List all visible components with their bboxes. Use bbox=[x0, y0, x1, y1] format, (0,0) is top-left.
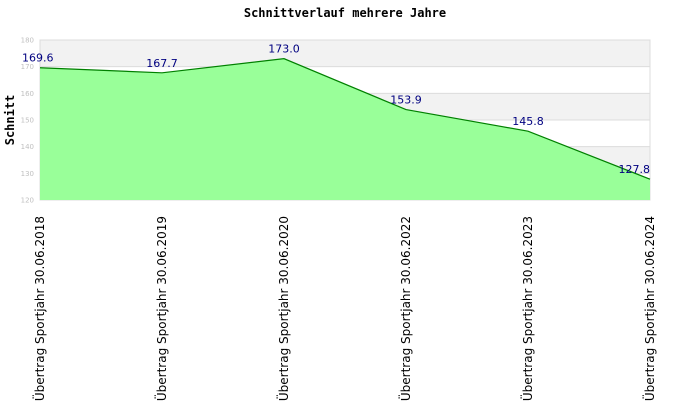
x-tick-label: Übertrag Sportjahr 30.06.2019 bbox=[153, 216, 169, 401]
data-label: 169.6 bbox=[22, 52, 54, 65]
y-axis-label: Schnitt bbox=[3, 95, 17, 146]
data-label: 153.9 bbox=[390, 94, 422, 107]
grid-band bbox=[40, 40, 650, 67]
series-line bbox=[39, 58, 651, 180]
y-tick-label: 170 bbox=[21, 63, 34, 71]
x-tick-labels: Übertrag Sportjahr 30.06.2018 Übertrag Sp… bbox=[31, 216, 657, 401]
series-area bbox=[40, 58, 650, 200]
y-tick-label: 150 bbox=[21, 117, 34, 125]
x-tick-label: Übertrag Sportjahr 30.06.2024 bbox=[641, 216, 657, 401]
y-tick-label: 160 bbox=[21, 90, 34, 98]
data-label: 167.7 bbox=[146, 57, 178, 70]
x-tick-label: Übertrag Sportjahr 30.06.2020 bbox=[275, 216, 291, 401]
data-label: 127.8 bbox=[619, 163, 651, 176]
y-tick-label: 140 bbox=[21, 143, 34, 151]
data-label: 173.0 bbox=[268, 43, 300, 56]
x-tick-label: Übertrag Sportjahr 30.06.2022 bbox=[397, 216, 413, 401]
y-tick-labels: 120 130 140 150 160 170 180 bbox=[21, 37, 34, 205]
data-label: 145.8 bbox=[512, 115, 544, 128]
x-tick-label: Übertrag Sportjahr 30.06.2023 bbox=[519, 216, 535, 401]
x-tick-label: Übertrag Sportjahr 30.06.2018 bbox=[31, 216, 47, 401]
chart-title: Schnittverlauf mehrere Jahre bbox=[243, 6, 447, 20]
y-tick-label: 180 bbox=[21, 37, 34, 45]
y-tick-label: 120 bbox=[21, 197, 34, 205]
data-labels: 169.6 167.7 173.0 153.9 145.8 127.8 bbox=[22, 43, 650, 177]
y-tick-label: 130 bbox=[21, 170, 34, 178]
